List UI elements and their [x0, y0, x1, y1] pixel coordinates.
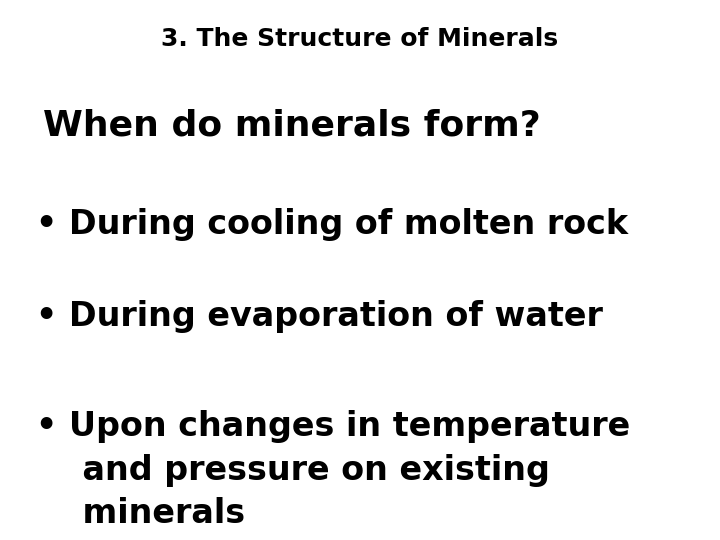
Text: • During evaporation of water: • During evaporation of water [36, 300, 603, 333]
Text: • Upon changes in temperature
    and pressure on existing
    minerals: • Upon changes in temperature and pressu… [36, 410, 630, 530]
Text: • During cooling of molten rock: • During cooling of molten rock [36, 208, 628, 241]
Text: 3. The Structure of Minerals: 3. The Structure of Minerals [161, 27, 559, 51]
Text: When do minerals form?: When do minerals form? [43, 108, 541, 142]
